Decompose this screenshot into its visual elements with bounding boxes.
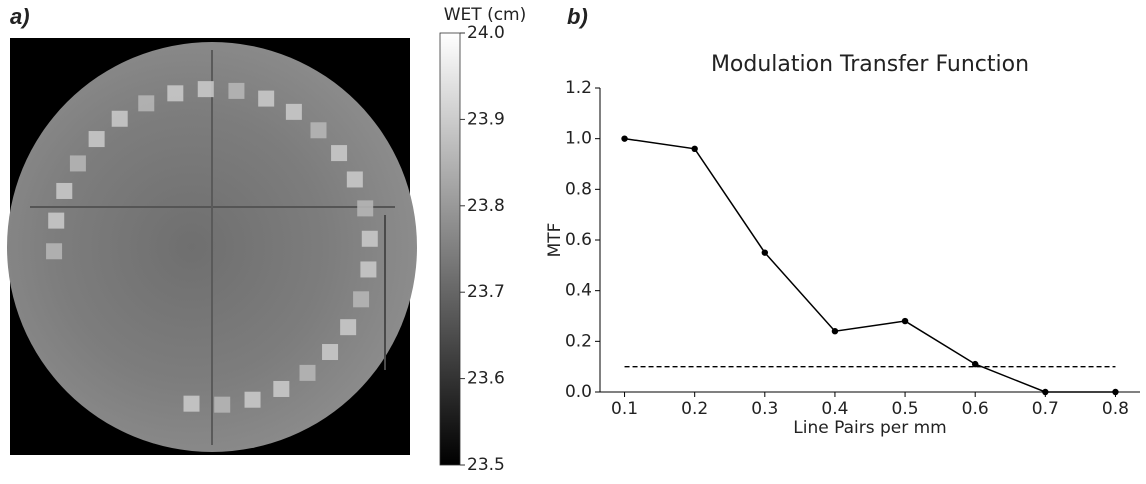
phantom-insert — [69, 155, 86, 172]
colorbar-tick-label: 23.7 — [467, 282, 505, 302]
colorbar-tick-label: 23.9 — [467, 109, 505, 129]
data-point — [691, 145, 698, 152]
panel-label: a) — [10, 4, 30, 29]
x-axis-label: Line Pairs per mm — [793, 418, 946, 438]
phantom-insert — [357, 200, 374, 217]
phantom-insert — [346, 171, 363, 188]
phantom-insert — [214, 396, 231, 413]
chart-title: Modulation Transfer Function — [711, 52, 1029, 77]
series-line — [624, 137, 1116, 393]
phantom-insert — [353, 291, 370, 308]
y-tick-label: 0.0 — [565, 382, 592, 402]
data-point — [621, 135, 628, 142]
data-point — [901, 317, 909, 325]
phantom-insert — [48, 212, 65, 229]
data-point — [971, 360, 979, 368]
y-tick-label: 1.2 — [565, 78, 592, 98]
data-point — [1112, 388, 1119, 396]
phantom-insert — [167, 85, 184, 102]
x-tick-label: 0.1 — [611, 399, 638, 419]
x-tick-label: 0.7 — [1032, 399, 1059, 419]
colorbar-label: WET (cm) — [444, 5, 527, 25]
x-tick-label: 0.6 — [962, 399, 989, 419]
phantom-insert — [46, 243, 63, 260]
phantom-insert — [138, 95, 155, 112]
y-tick-label: 0.8 — [565, 179, 592, 199]
phantom-insert — [228, 82, 245, 99]
phantom-insert — [244, 391, 261, 408]
y-tick-label: 0.4 — [565, 281, 592, 301]
x-tick-label: 0.8 — [1102, 399, 1129, 419]
colorbar-tick-label: 23.8 — [467, 196, 505, 216]
phantom-insert — [361, 230, 378, 247]
y-tick-label: 1.0 — [565, 129, 592, 149]
data-point — [1042, 388, 1049, 396]
colorbar-tick-label: 23.6 — [467, 369, 505, 389]
y-tick-label: 0.6 — [565, 230, 592, 250]
y-tick-label: 0.2 — [565, 331, 592, 351]
phantom-insert — [88, 131, 105, 148]
phantom-insert — [285, 103, 302, 120]
x-tick-label: 0.2 — [681, 399, 708, 419]
phantom-insert — [56, 182, 73, 199]
phantom-insert — [310, 122, 327, 139]
x-tick-label: 0.3 — [751, 399, 778, 419]
phantom-insert — [360, 261, 377, 278]
colorbar — [439, 32, 461, 466]
colorbar-tick-label: 23.5 — [467, 455, 505, 475]
phantom-insert — [299, 364, 316, 381]
phantom-insert — [111, 110, 128, 127]
x-tick-label: 0.4 — [821, 399, 848, 419]
phantom-insert — [331, 145, 348, 162]
phantom-insert — [322, 344, 339, 361]
phantom-insert — [273, 380, 290, 397]
phantom-insert — [197, 81, 214, 98]
phantom-insert — [258, 90, 275, 107]
x-tick-label: 0.5 — [892, 399, 919, 419]
y-axis-label: MTF — [545, 223, 565, 258]
colorbar-tick-label: 24.0 — [467, 23, 505, 43]
phantom-image — [7, 38, 417, 455]
data-point — [831, 328, 839, 335]
panel-label: b) — [567, 4, 588, 29]
phantom-insert — [183, 395, 200, 412]
data-point — [761, 249, 769, 256]
phantom-insert — [340, 319, 357, 336]
